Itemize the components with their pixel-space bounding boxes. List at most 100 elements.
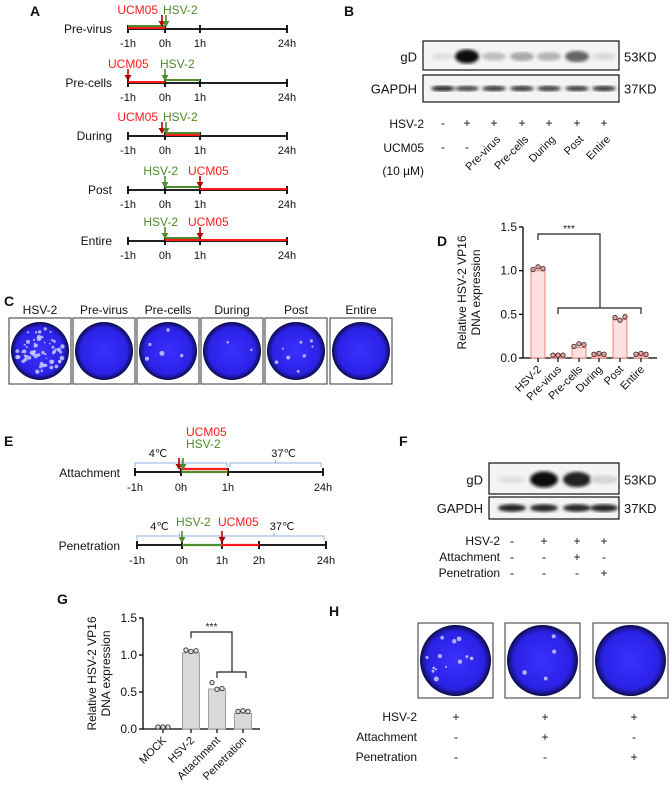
significance-bracket xyxy=(557,307,642,314)
ucm05-condition-label: During xyxy=(527,134,558,165)
ucm05-condition-mark: - xyxy=(441,140,445,154)
timeline-tick-label: 24h xyxy=(278,38,296,50)
protein-band xyxy=(590,475,618,484)
data-point xyxy=(591,351,597,357)
data-point xyxy=(560,352,566,358)
protein-band xyxy=(431,85,455,92)
condition-mark: - xyxy=(510,550,514,564)
plaque xyxy=(36,334,42,340)
timeline-tick-label: 24h xyxy=(278,250,296,262)
plaque xyxy=(299,340,303,344)
timeline-row-label: Entire xyxy=(81,234,113,248)
plaque xyxy=(144,356,150,361)
timeline-tick-label: 0h xyxy=(159,38,171,50)
y-tick-label: 1.5 xyxy=(120,611,137,625)
timeline-tick-label: -1h xyxy=(127,482,143,494)
y-axis-label: DNA expression xyxy=(99,630,113,716)
data-point xyxy=(633,351,639,357)
y-tick-label: 0.0 xyxy=(500,351,517,365)
blot-label: GAPDH xyxy=(437,501,483,516)
plate-well xyxy=(332,322,390,380)
timeline-tick-label: 24h xyxy=(278,145,296,157)
plaque xyxy=(309,339,313,343)
plaque xyxy=(456,636,462,642)
hsv2-condition-mark: - xyxy=(441,116,445,130)
data-point xyxy=(612,314,618,321)
hsv2-condition-mark: + xyxy=(463,116,470,130)
plate-well xyxy=(203,322,261,380)
plaque xyxy=(43,327,47,331)
data-point xyxy=(643,351,649,357)
protein-band xyxy=(565,85,589,92)
plaque xyxy=(56,347,62,352)
panel-label-h: H xyxy=(329,603,339,619)
data-point xyxy=(622,314,628,320)
plaque-plate xyxy=(8,317,72,385)
condition-mark: + xyxy=(541,730,548,744)
plaque xyxy=(425,656,429,660)
plate-label: Post xyxy=(284,303,309,317)
plaque xyxy=(22,349,27,354)
plaque xyxy=(32,338,36,341)
hsv2-row-label: HSV-2 xyxy=(389,117,424,131)
temperature-bracket-cold xyxy=(136,533,222,540)
timeline-tick-label: -1h xyxy=(120,250,136,262)
timeline-tick-label: 1h xyxy=(194,250,206,262)
protein-band xyxy=(510,51,534,62)
timeline-row: Entire -1h 0h 1h 24h HSV-2 UCM05 xyxy=(81,215,297,262)
plaque xyxy=(434,668,438,671)
ucm05-label: UCM05 xyxy=(188,215,229,229)
plaque xyxy=(27,355,32,360)
plaque xyxy=(52,339,56,343)
plate-well xyxy=(267,322,325,380)
cold-temperature-label: 4℃ xyxy=(149,448,167,460)
significance-bracket xyxy=(216,671,247,678)
ucm05-label: UCM05 xyxy=(218,515,259,529)
condition-mark: - xyxy=(454,730,458,744)
timeline-tick-label: -1h xyxy=(120,199,136,211)
y-tick-label: 0.5 xyxy=(500,307,517,321)
protein-band xyxy=(565,50,589,63)
molecular-weight-label: 53KD xyxy=(624,473,657,488)
y-tick-label: 1.5 xyxy=(500,220,517,234)
timeline-tick-label: 1h xyxy=(194,199,206,211)
plaque xyxy=(440,635,444,640)
blot-strip-gapdh: GAPDH 37KD xyxy=(371,74,657,103)
data-point xyxy=(638,350,644,357)
condition-mark: - xyxy=(543,750,547,764)
hsv2-label: HSV-2 xyxy=(176,515,211,529)
panel-c-plaque-plates: C HSV-2 Pre-virus Pre-cells During Post Entire xyxy=(4,293,393,385)
ucm05-condition-label: Entire xyxy=(584,134,613,163)
timeline-tick-label: 0h xyxy=(175,482,187,494)
protein-band xyxy=(537,85,561,92)
condition-row-label: HSV-2 xyxy=(382,710,417,724)
plate-label: HSV-2 xyxy=(23,303,58,317)
protein-band xyxy=(482,52,506,61)
plaque xyxy=(43,341,46,344)
condition-mark: - xyxy=(632,730,636,744)
timeline-tick-label: 1h xyxy=(222,482,234,494)
timeline-tick-label: 0h xyxy=(159,199,171,211)
plaque xyxy=(281,347,284,350)
x-tick-label: MOCK xyxy=(137,734,169,766)
protein-band xyxy=(455,85,479,92)
plaque xyxy=(159,350,165,356)
panel-label-b: B xyxy=(344,3,354,19)
ucm05-condition-mark: - xyxy=(465,140,469,154)
plaque xyxy=(15,354,20,360)
panel-b-western-blot: BgD 53KD GAPDH 37KD HSV-2 UCM05 (10 µM) - + + + + + +… xyxy=(344,3,657,178)
y-tick-label: 0.5 xyxy=(120,685,137,699)
plaque xyxy=(49,330,52,333)
hsv2-label: HSV-2 xyxy=(143,164,178,178)
plaque xyxy=(148,342,152,347)
data-point xyxy=(576,341,582,347)
timeline-tick-label: 24h xyxy=(317,555,335,567)
protein-band xyxy=(563,471,591,488)
plaque xyxy=(25,345,28,349)
plaque xyxy=(23,343,26,346)
condition-mark: + xyxy=(541,710,548,724)
plaque xyxy=(44,352,47,356)
plaque-plate xyxy=(329,317,393,385)
